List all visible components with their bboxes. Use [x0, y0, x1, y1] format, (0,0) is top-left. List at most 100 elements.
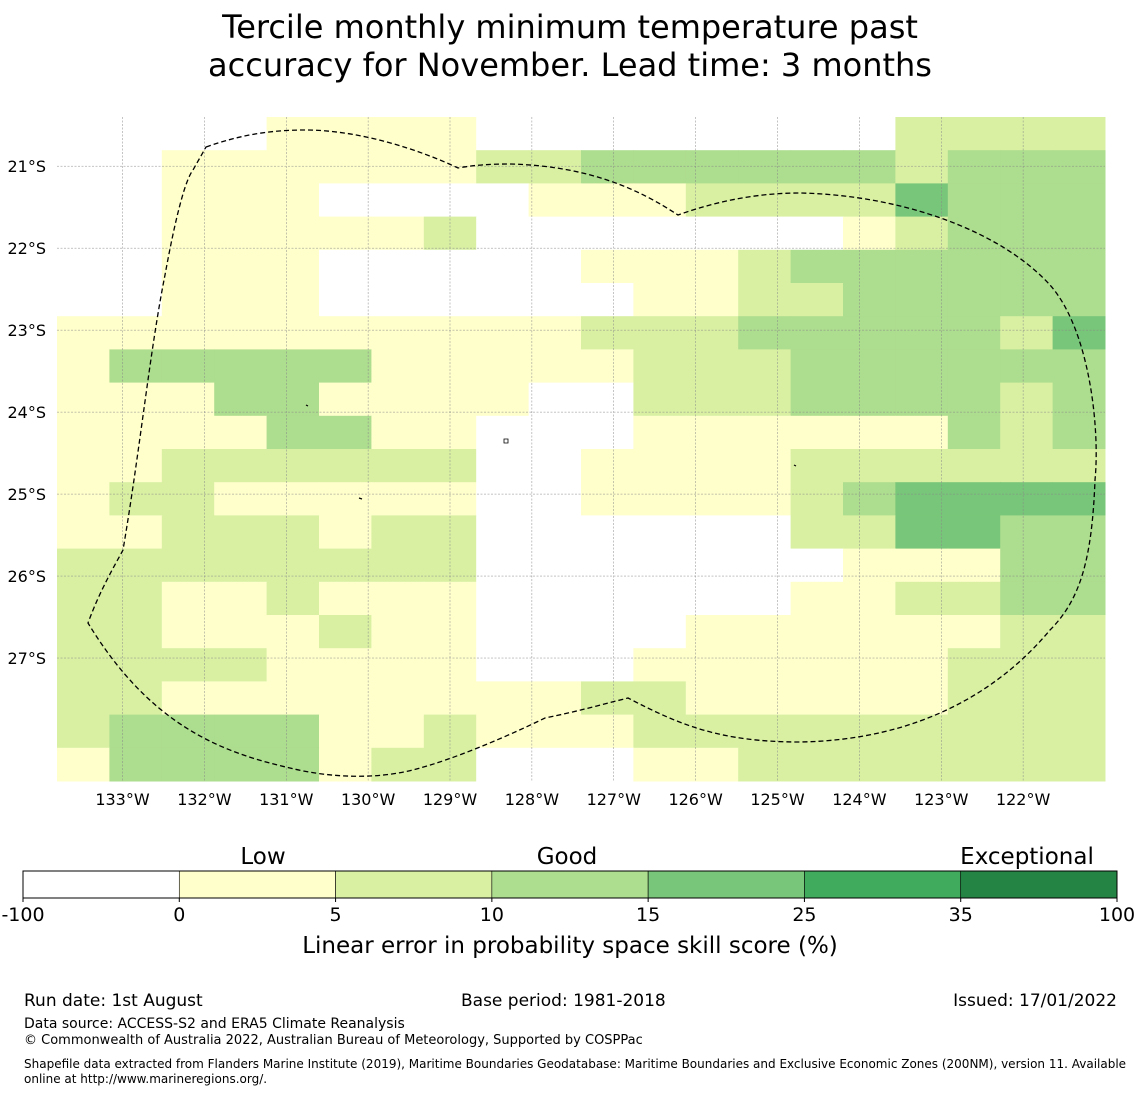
skill-cell: [528, 515, 582, 550]
skill-cell: [528, 648, 582, 682]
skill-cell: [738, 747, 792, 782]
skill-cell: [843, 150, 896, 184]
skill-cell: [1052, 482, 1106, 516]
skill-cell: [790, 249, 844, 284]
skill-cell: [319, 615, 372, 649]
skill-cell: [1000, 615, 1054, 649]
skill-cell: [319, 648, 372, 682]
skill-cell: [109, 615, 163, 649]
skill-cell: [895, 249, 949, 284]
island-markers: [305, 404, 797, 500]
skill-cell: [1000, 249, 1054, 284]
longitude-label: 126°W: [668, 790, 723, 809]
skill-cell: [581, 216, 634, 251]
island-4: [793, 464, 797, 467]
skill-cell: [319, 316, 372, 350]
skill-cell: [1052, 747, 1106, 782]
skill-cell: [947, 283, 1001, 317]
skill-cell: [895, 316, 949, 350]
skill-cell: [947, 216, 1001, 251]
skill-cell: [214, 415, 268, 450]
skill-cell: [319, 150, 372, 184]
skill-cell: [57, 415, 110, 450]
skill-cell: [738, 548, 792, 583]
skill-cell: [633, 316, 687, 350]
skill-cell: [1000, 183, 1054, 218]
skill-cell: [843, 747, 896, 782]
skill-cell: [1000, 482, 1054, 516]
skill-cell: [109, 249, 163, 284]
skill-cell: [266, 249, 320, 284]
skill-cell: [57, 747, 110, 782]
skill-cell: [581, 150, 634, 184]
latitude-label: 23°S: [7, 321, 46, 340]
skill-cell: [319, 349, 372, 384]
colorbar-label: Linear error in probability space skill …: [302, 933, 838, 959]
issued-date: Issued: 17/01/2022: [953, 991, 1117, 1011]
skill-cell: [266, 150, 320, 184]
skill-cell: [685, 714, 739, 749]
skill-cell: [738, 681, 792, 716]
skill-cell: [161, 515, 215, 550]
skill-cell: [476, 415, 530, 450]
skill-cell: [738, 216, 792, 251]
skill-cell: [528, 747, 582, 782]
skill-cell: [161, 415, 215, 450]
latitude-label: 25°S: [7, 485, 46, 504]
skill-cell: [843, 249, 896, 284]
skill-cell: [476, 382, 530, 417]
colorbar-tick-label: 35: [949, 904, 973, 926]
skill-cell: [633, 117, 687, 151]
skill-cell: [266, 117, 320, 151]
skill-cell: [57, 117, 110, 151]
skill-cell: [947, 249, 1001, 284]
skill-cell: [214, 150, 268, 184]
skill-cell: [1052, 681, 1106, 716]
shapefile-attribution: Shapefile data extracted from Flanders M…: [24, 1057, 1127, 1086]
skill-cell: [685, 283, 739, 317]
skill-cell: [685, 615, 739, 649]
skill-cell: [738, 117, 792, 151]
skill-cell: [947, 615, 1001, 649]
skill-cell: [790, 316, 844, 350]
skill-cell: [161, 183, 215, 218]
skill-map: 133°W 132°W 131°W 130°W 129°W 128°W 127°W 126°W…: [7, 117, 1106, 809]
skill-cell: [266, 615, 320, 649]
skill-cell: [843, 615, 896, 649]
colorbar: -100 0 5 10 15 25 35 100 Low Good Exceptional L…: [1, 844, 1135, 959]
skill-cell: [738, 382, 792, 417]
skill-cell: [528, 349, 582, 384]
skill-cell: [109, 382, 163, 417]
skill-cell: [266, 449, 320, 483]
skill-cell: [633, 548, 687, 583]
skill-cell: [57, 449, 110, 483]
skill-cell: [895, 216, 949, 251]
skill-cell: [528, 216, 582, 251]
skill-cell: [266, 515, 320, 550]
skill-cell: [738, 283, 792, 317]
skill-cell: [214, 382, 268, 417]
skill-cell: [947, 581, 1001, 616]
skill-cell: [790, 382, 844, 417]
skill-cell: [633, 150, 687, 184]
skill-cell: [581, 747, 634, 782]
longitude-label: 133°W: [95, 790, 150, 809]
skill-cell: [633, 482, 687, 516]
longitude-tick-labels: 133°W 132°W 131°W 130°W 129°W 128°W 127°W 126°W…: [95, 790, 1050, 809]
skill-cell: [947, 183, 1001, 218]
island-3: [358, 497, 363, 500]
skill-cell: [581, 515, 634, 550]
skill-cell: [266, 382, 320, 417]
skill-cell: [57, 183, 110, 218]
skill-cell: [161, 117, 215, 151]
skill-cell: [895, 615, 949, 649]
skill-cell: [843, 681, 896, 716]
skill-cell: [633, 615, 687, 649]
colorbar-segment: [178, 870, 336, 899]
skill-cell: [161, 349, 215, 384]
colorbar-tick-label: 25: [792, 904, 816, 926]
skill-cell: [266, 581, 320, 616]
skill-cell: [790, 548, 844, 583]
skill-cell: [266, 681, 320, 716]
skill-cell: [476, 747, 530, 782]
